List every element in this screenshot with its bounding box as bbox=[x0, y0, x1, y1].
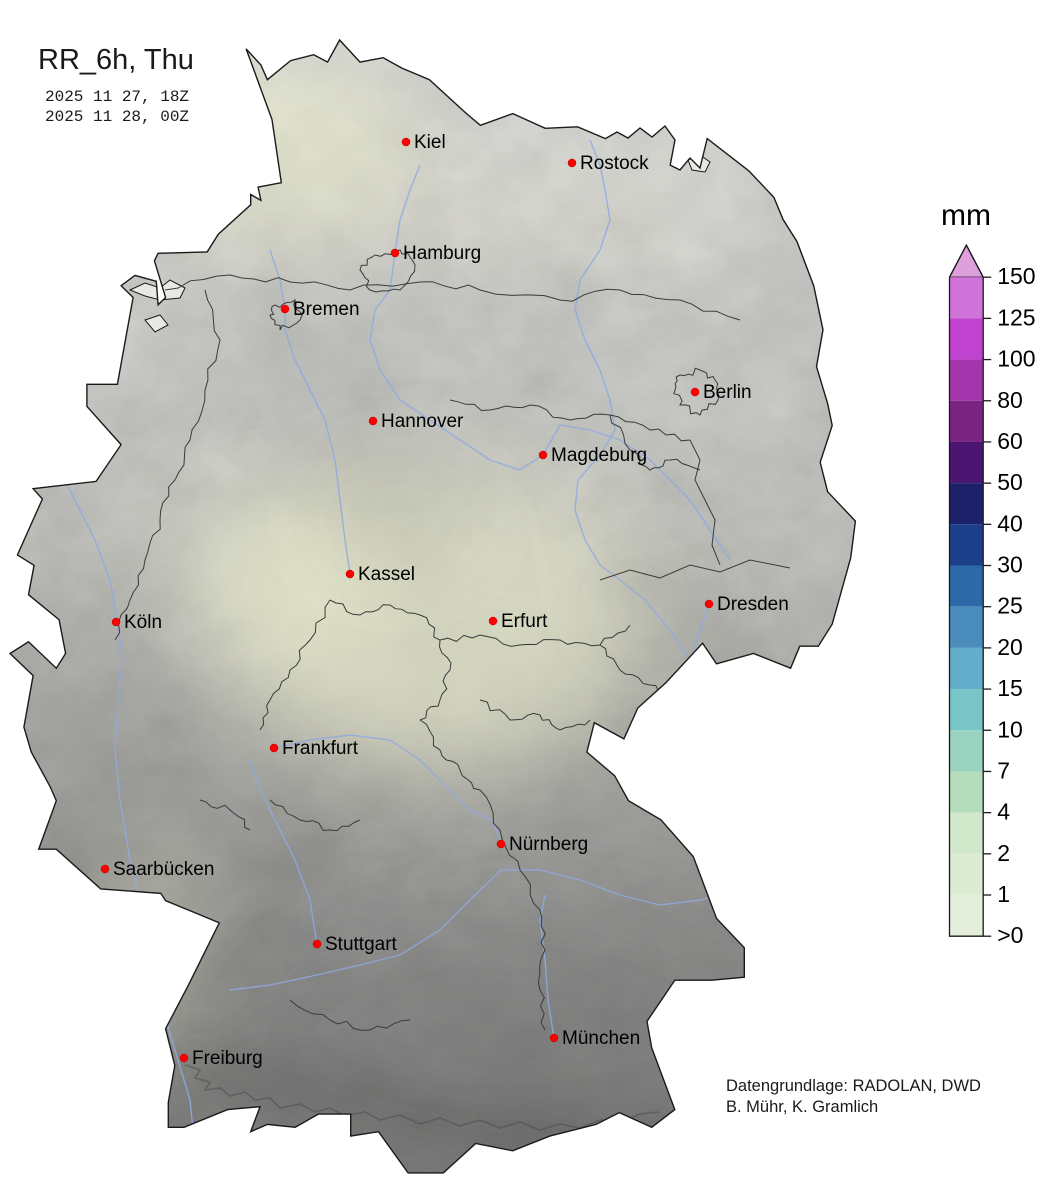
svg-text:Kiel: Kiel bbox=[414, 132, 446, 153]
svg-text:Dresden: Dresden bbox=[717, 594, 789, 615]
svg-text:20: 20 bbox=[997, 634, 1023, 660]
svg-text:Hamburg: Hamburg bbox=[403, 243, 481, 264]
svg-text:Rostock: Rostock bbox=[580, 153, 649, 174]
svg-text:60: 60 bbox=[997, 428, 1023, 454]
svg-text:Stuttgart: Stuttgart bbox=[325, 934, 398, 955]
svg-text:15: 15 bbox=[997, 675, 1023, 701]
svg-text:Magdeburg: Magdeburg bbox=[551, 445, 647, 466]
svg-text:10: 10 bbox=[997, 716, 1023, 742]
svg-text:2: 2 bbox=[997, 840, 1010, 866]
svg-text:Kassel: Kassel bbox=[358, 564, 415, 585]
svg-text:>0: >0 bbox=[997, 922, 1023, 948]
svg-text:Saarbücken: Saarbücken bbox=[113, 859, 214, 880]
svg-text:150: 150 bbox=[997, 263, 1035, 289]
svg-text:Erfurt: Erfurt bbox=[501, 611, 548, 632]
svg-text:Berlin: Berlin bbox=[703, 382, 752, 403]
svg-text:München: München bbox=[562, 1028, 640, 1049]
svg-text:30: 30 bbox=[997, 552, 1023, 578]
svg-text:Bremen: Bremen bbox=[293, 299, 360, 320]
svg-text:80: 80 bbox=[997, 387, 1023, 413]
svg-text:125: 125 bbox=[997, 304, 1035, 330]
svg-text:50: 50 bbox=[997, 469, 1023, 495]
svg-text:4: 4 bbox=[997, 799, 1010, 825]
svg-text:40: 40 bbox=[997, 510, 1023, 536]
svg-text:Frankfurt: Frankfurt bbox=[282, 738, 359, 759]
svg-text:Köln: Köln bbox=[124, 612, 162, 633]
svg-text:1: 1 bbox=[997, 881, 1010, 907]
svg-text:mm: mm bbox=[941, 199, 991, 232]
svg-text:100: 100 bbox=[997, 346, 1035, 372]
svg-text:Nürnberg: Nürnberg bbox=[509, 834, 588, 855]
svg-text:25: 25 bbox=[997, 593, 1023, 619]
svg-text:7: 7 bbox=[997, 757, 1010, 783]
svg-text:Freiburg: Freiburg bbox=[192, 1048, 263, 1069]
svg-text:Hannover: Hannover bbox=[381, 411, 464, 432]
